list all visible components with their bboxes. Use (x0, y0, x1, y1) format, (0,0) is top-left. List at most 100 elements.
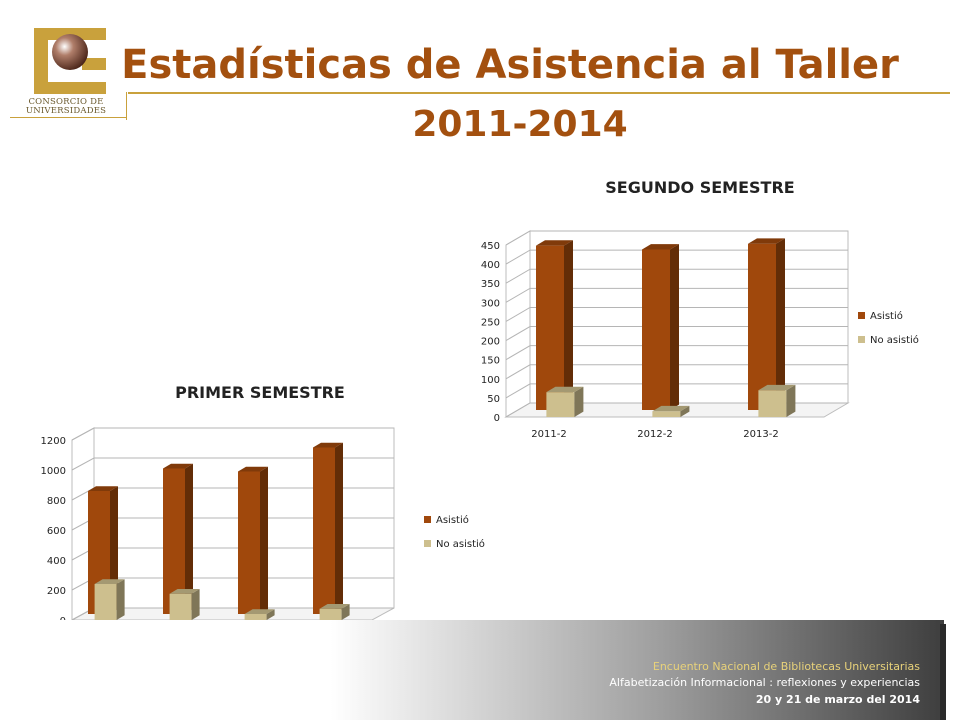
bar-front (244, 614, 267, 620)
gridline (71, 547, 394, 561)
bar-front (652, 411, 681, 417)
gridline (505, 383, 848, 399)
bar-top (748, 238, 785, 244)
y-tick-label: 100 (481, 375, 500, 386)
legend-swatch (858, 336, 865, 343)
legend-entry: No asistió (870, 334, 919, 346)
y-tick-label: 200 (481, 337, 500, 348)
bar-side (260, 466, 268, 614)
y-tick-label: 1000 (41, 466, 66, 477)
bar-no-asistio-2013-2 (758, 384, 796, 417)
bar-side (670, 244, 679, 410)
bar-no-asistio-2011-2 (546, 386, 584, 417)
bar-no-asistio-2012-2 (652, 405, 690, 417)
legend-entry: No asistió (436, 538, 485, 550)
logo-divider (126, 92, 127, 120)
bar-front (169, 593, 192, 620)
header-rule (128, 92, 950, 94)
bar-front (748, 243, 776, 410)
chart-title-primer-semestre: PRIMER SEMESTRE (175, 383, 345, 402)
bar-side (680, 405, 690, 417)
legend-swatch (858, 312, 865, 319)
bar-top (238, 466, 268, 472)
y-tick-label: 400 (47, 556, 66, 567)
y-tick-label: 0 (494, 413, 500, 424)
chart-segundo-semestre: 0 50 100 150 200 250 300 350 400 450 2011-2 2012-2 2… (481, 230, 919, 440)
consorcio-logo-icon (10, 22, 128, 122)
footer-event-name: Encuentro Nacional de Bibliotecas Univer… (652, 660, 920, 673)
bar-side (335, 442, 343, 614)
bar-no-asistio-2012-1 (169, 588, 200, 620)
gridline (505, 230, 848, 246)
bar-no-asistio-2014-1 (319, 603, 350, 620)
gridline (71, 517, 394, 531)
footer-event-topic: Alfabetización Informacional : reflexion… (609, 676, 920, 689)
bar-asistio-2014-1 (313, 442, 343, 614)
bar-top (536, 240, 573, 246)
legend-entry: Asistió (436, 514, 469, 526)
bar-side (266, 609, 275, 620)
bar-side (341, 603, 350, 620)
logo-text-line1: CONSORCIO DE (28, 97, 104, 107)
side-wall (505, 230, 531, 418)
y-tick-label: 400 (481, 260, 500, 271)
y-tick-label: 150 (481, 356, 500, 367)
y-tick-label: 200 (47, 586, 66, 597)
bar-no-asistio-2013-1 (244, 609, 275, 620)
legend-swatch (424, 540, 431, 547)
y-tick-label: 800 (47, 496, 66, 507)
footer-shadow (940, 624, 946, 720)
bar-asistio-2012-1 (163, 463, 193, 614)
bar-front (238, 471, 260, 614)
chart-primer-semestre: 0200400600800100012002011-12012-12013-12… (41, 427, 485, 643)
bar-side (185, 463, 193, 614)
gridline (505, 345, 848, 361)
bar-no-asistio-2011-1 (94, 579, 125, 620)
gridline (71, 427, 394, 441)
bar-front (319, 608, 342, 620)
gridline (505, 402, 848, 418)
y-tick-label: 600 (47, 526, 66, 537)
page-title: Estadísticas de Asistencia al Taller (121, 42, 899, 88)
bar-side (116, 579, 125, 620)
bar-front (313, 447, 335, 614)
gridline (505, 326, 848, 341)
bar-front (163, 468, 185, 614)
y-tick-label: 250 (481, 317, 500, 328)
bar-side (191, 588, 200, 620)
gridline (505, 249, 848, 265)
legend-swatch (424, 516, 431, 523)
bar-top (88, 486, 118, 491)
footer-event-date: 20 y 21 de marzo del 2014 (755, 693, 920, 706)
y-tick-label: 300 (481, 298, 500, 309)
y-tick-label: 1200 (41, 436, 66, 447)
bar-top (758, 384, 796, 391)
bar-side (564, 240, 573, 410)
bar-top (313, 442, 343, 448)
bar-top (652, 405, 690, 412)
bar-asistio-2011-2 (536, 240, 573, 410)
bar-side (574, 386, 584, 417)
back-wall (529, 230, 849, 404)
page-subtitle: 2011-2014 (412, 104, 628, 145)
bar-top (244, 609, 275, 614)
logo-underline (10, 117, 126, 118)
bar-front (94, 584, 117, 620)
bar-side (786, 384, 796, 417)
bar-top (169, 588, 200, 594)
footer-band (0, 620, 944, 720)
x-tick-label: 2012-2 (637, 429, 672, 440)
bar-asistio-2012-2 (642, 244, 679, 410)
gridline (505, 268, 848, 284)
bar-front (642, 249, 670, 410)
gridline (71, 487, 394, 501)
bar-asistio-2013-1 (238, 466, 268, 614)
bar-top (642, 244, 679, 250)
y-tick-label: 50 (487, 394, 500, 405)
bar-front (536, 245, 564, 410)
bar-top (319, 603, 350, 609)
gridline (505, 287, 848, 303)
legend-entry: Asistió (870, 310, 903, 322)
bar-front (546, 392, 575, 417)
y-tick-label: 350 (481, 279, 500, 290)
